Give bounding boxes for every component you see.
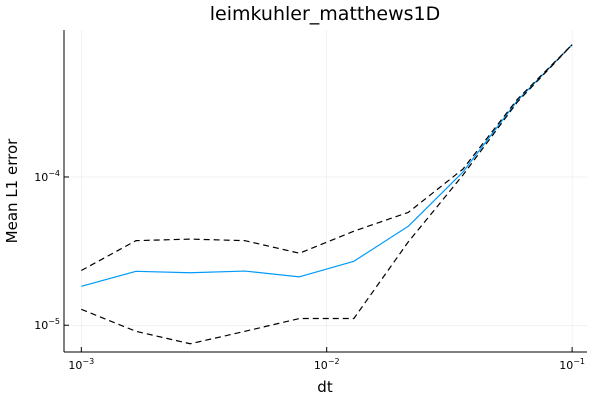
y-axis-label: Mean L1 error: [3, 138, 21, 243]
x-tick-label-0: 10−3: [68, 357, 94, 372]
lower-bound-series-line: [81, 44, 573, 345]
x-axis-label: dt: [317, 378, 333, 396]
grid: [64, 30, 587, 352]
mean-series-line: [81, 44, 573, 287]
axes: [63, 30, 587, 353]
series-layer: [81, 44, 573, 345]
chart-title: leimkuhler_matthews1D: [210, 3, 440, 25]
y-tick-label-0: 10−5: [34, 317, 60, 332]
x-tick-label-1: 10−2: [314, 357, 340, 372]
y-tick-label-1: 10−4: [34, 169, 60, 184]
x-tick-label-2: 10−1: [559, 357, 585, 372]
ticks: 10−3 10−2 10−1 10−5 10−4: [34, 169, 585, 372]
